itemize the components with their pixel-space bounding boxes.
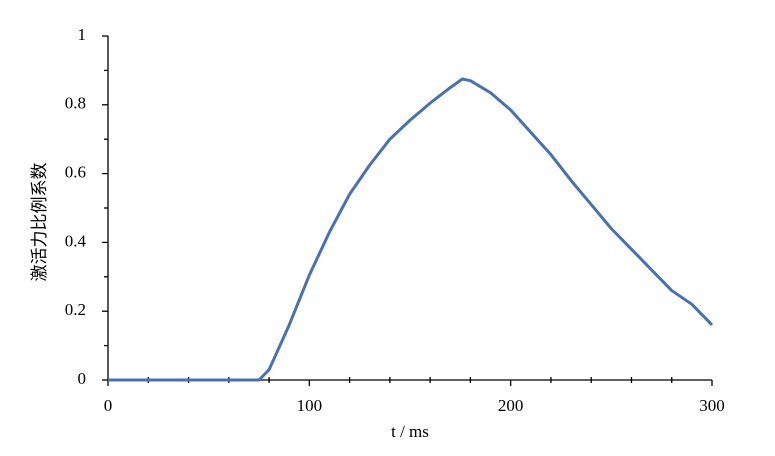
x-tick-label: 300 xyxy=(699,396,725,415)
y-tick-label: 0.2 xyxy=(65,300,86,319)
y-axis-label: 激活力比例系数 xyxy=(30,163,50,282)
y-tick-label: 0.8 xyxy=(65,94,86,113)
data-line xyxy=(108,77,714,382)
y-tick-label: 0.6 xyxy=(65,163,86,182)
y-tick-label: 0 xyxy=(78,369,87,388)
x-axis-label: t / ms xyxy=(391,422,429,441)
y-tick-label: 0.4 xyxy=(65,231,87,250)
x-tick-label: 0 xyxy=(104,396,113,415)
x-tick-label: 100 xyxy=(297,396,323,415)
y-tick-label: 1 xyxy=(78,25,87,44)
x-tick-label: 200 xyxy=(498,396,524,415)
